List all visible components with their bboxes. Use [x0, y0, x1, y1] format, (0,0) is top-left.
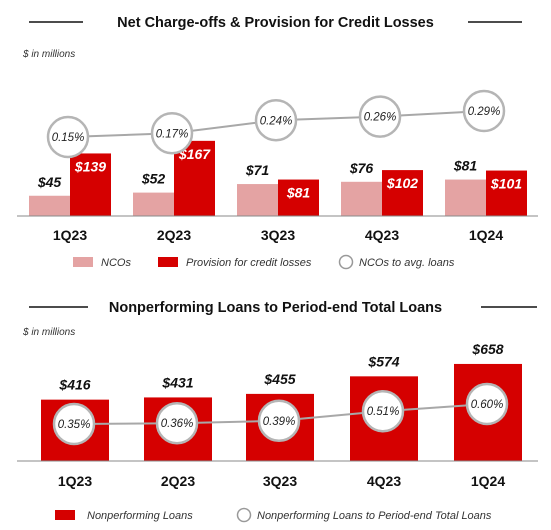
category-label: 1Q24	[471, 473, 505, 489]
nco-value-label: $81	[453, 158, 478, 174]
npl-value-label: $416	[58, 377, 90, 393]
legend-label-npl: Nonperforming Loans	[87, 510, 193, 522]
legend-label-ncos: NCOs	[101, 257, 131, 269]
npl-ratio-label: 0.36%	[161, 418, 194, 430]
nco-bar	[133, 192, 174, 216]
nco-ratio-marker	[358, 95, 402, 138]
nco-bar	[341, 181, 382, 216]
nco-ratio-label: 0.26%	[364, 112, 397, 124]
npl-value-label: $431	[161, 374, 193, 390]
npl-ratio-marker	[361, 389, 405, 433]
npl-value-label: $574	[367, 353, 399, 369]
provision-bar	[174, 140, 215, 216]
category-label: 1Q23	[58, 473, 92, 489]
nco-bar	[237, 184, 278, 216]
category-label: 2Q23	[157, 227, 191, 243]
category-label: 4Q23	[367, 473, 401, 489]
nco-ratio-label: 0.15%	[52, 132, 85, 144]
npl-ratio-marker	[465, 382, 509, 426]
provision-value-label: $139	[74, 158, 106, 174]
nco-ratio-marker	[46, 115, 90, 159]
category-label: 4Q23	[365, 227, 399, 243]
provision-value-label: $167	[178, 146, 211, 162]
legend-label-ratio: NCOs to avg. loans	[359, 257, 455, 269]
legend-swatch-provision	[158, 257, 178, 267]
chart-1-title: Net Charge-offs & Provision for Credit L…	[117, 15, 434, 31]
nco-value-label: $45	[37, 174, 62, 190]
provision-value-label: $81	[286, 185, 311, 201]
nco-ratio-marker	[254, 99, 298, 142]
nco-value-label: $76	[349, 160, 374, 176]
npl-value-label: $658	[471, 341, 503, 357]
category-label: 3Q23	[261, 227, 295, 243]
npl-ratio-label: 0.39%	[263, 416, 296, 428]
legend-marker-npl-ratio	[236, 507, 252, 523]
npl-ratio-label: 0.60%	[471, 399, 504, 411]
category-label: 1Q23	[53, 227, 87, 243]
legend-label-provision: Provision for credit losses	[186, 257, 312, 269]
npl-ratio-marker	[155, 401, 199, 445]
nco-value-label: $71	[245, 162, 270, 178]
legend-swatch-npl	[55, 510, 75, 520]
nco-ratio-label: 0.29%	[468, 106, 501, 118]
chart-2-units: $ in millions	[22, 327, 75, 338]
provision-bar	[278, 179, 319, 216]
legend-marker-ratio	[338, 254, 354, 270]
npl-value-label: $455	[263, 371, 295, 387]
category-label: 3Q23	[263, 473, 297, 489]
category-label: 2Q23	[161, 473, 195, 489]
category-label: 1Q24	[469, 227, 503, 243]
nco-bar	[445, 179, 486, 216]
nco-bar	[29, 195, 70, 216]
npl-ratio-marker	[52, 402, 96, 446]
nco-ratio-label: 0.17%	[156, 128, 189, 140]
provision-bar	[486, 170, 527, 216]
nco-value-label: $52	[141, 171, 166, 187]
nco-ratio-marker	[462, 89, 506, 133]
legend-swatch-ncos	[73, 257, 93, 267]
provision-bar	[382, 170, 423, 216]
npl-ratio-label: 0.51%	[367, 406, 400, 418]
provision-value-label: $102	[386, 175, 418, 191]
npl-ratio-label: 0.35%	[58, 419, 91, 431]
npl-ratio-marker	[257, 399, 301, 443]
chart-2-title: Nonperforming Loans to Period-end Total …	[109, 300, 442, 316]
provision-bar	[70, 153, 111, 216]
provision-value-label: $101	[490, 176, 522, 192]
nco-ratio-label: 0.24%	[260, 115, 293, 127]
chart-1-units: $ in millions	[22, 49, 75, 60]
nco-ratio-marker	[150, 112, 194, 155]
legend-label-npl-ratio: Nonperforming Loans to Period-end Total …	[257, 510, 492, 522]
